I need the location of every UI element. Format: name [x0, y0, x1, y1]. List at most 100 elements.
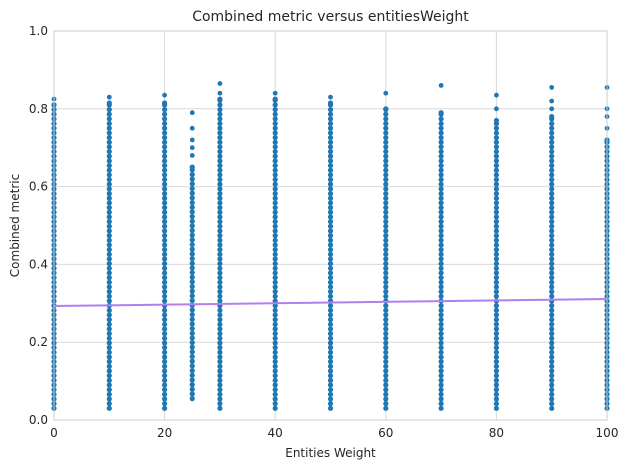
scatter-point [217, 396, 223, 402]
scatter-point [327, 270, 334, 276]
scatter-point [327, 265, 334, 271]
scatter-point [383, 176, 389, 183]
scatter-point [106, 148, 112, 155]
scatter-point [272, 354, 278, 360]
scatter-point [217, 102, 223, 108]
scatter-point [493, 354, 499, 360]
scatter-point [162, 307, 168, 313]
scatter-point [493, 209, 499, 215]
scatter-point [549, 223, 555, 229]
scatter-point [272, 125, 278, 131]
scatter-point [106, 228, 112, 234]
scatter-point [438, 270, 444, 276]
scatter-point [106, 377, 112, 383]
scatter-point [438, 172, 444, 178]
scatter-point [162, 349, 168, 355]
scatter-point [272, 368, 278, 374]
scatter-point [438, 162, 444, 169]
scatter-point [549, 191, 555, 197]
scatter-point [549, 340, 555, 346]
scatter-point [106, 391, 112, 397]
scatter-point [272, 373, 278, 379]
scatter-point [383, 359, 389, 365]
scatter-point [438, 373, 444, 379]
scatter-point [189, 311, 195, 318]
scatter-point [549, 172, 555, 178]
scatter-point [217, 298, 223, 304]
scatter-point [217, 130, 223, 136]
scatter-point [549, 256, 555, 262]
scatter-point [189, 358, 195, 364]
scatter-point [438, 340, 444, 346]
scatter-point [217, 265, 223, 271]
scatter-point [106, 261, 112, 267]
scatter-point [438, 265, 444, 271]
scatter-point [327, 391, 334, 397]
scatter-point [549, 354, 555, 360]
scatter-point [438, 83, 444, 88]
scatter-point [162, 331, 168, 337]
scatter-point [217, 116, 223, 122]
scatter-point [383, 373, 389, 379]
scatter-point [438, 120, 444, 127]
scatter-point [549, 219, 555, 225]
scatter-point [106, 242, 112, 248]
scatter-point [438, 293, 444, 299]
scatter-point [383, 219, 389, 225]
scatter-column [327, 94, 334, 411]
scatter-point [438, 167, 444, 173]
scatter-point [272, 396, 278, 402]
scatter-point [493, 377, 499, 383]
scatter-point [162, 181, 168, 187]
scatter-point [493, 331, 499, 337]
scatter-point [493, 162, 499, 169]
scatter-point [272, 181, 278, 187]
scatter-point [327, 186, 334, 192]
scatter-point [162, 158, 168, 164]
scatter-point [438, 368, 444, 374]
scatter-point [189, 190, 195, 196]
scatter-point [162, 191, 168, 197]
scatter-point [217, 368, 223, 374]
scatter-point [493, 251, 499, 257]
y-axis-label: Combined metric [8, 174, 22, 277]
scatter-point [217, 391, 223, 397]
scatter-point [438, 237, 444, 243]
scatter-point [438, 321, 444, 327]
scatter-point [327, 148, 334, 155]
scatter-point [272, 191, 278, 197]
scatter-point [383, 293, 389, 299]
scatter-point [189, 137, 195, 143]
scatter-point [106, 209, 112, 215]
scatter-point [272, 167, 278, 173]
scatter-point [106, 120, 112, 127]
scatter-point [493, 363, 499, 369]
scatter-point [217, 321, 223, 327]
scatter-point [217, 284, 223, 290]
scatter-point [438, 195, 444, 201]
scatter-point [549, 125, 555, 131]
scatter-point [162, 134, 168, 141]
scatter-point [383, 387, 389, 393]
scatter-point [162, 270, 168, 276]
scatter-point [549, 279, 555, 285]
scatter-point [217, 242, 223, 248]
scatter-point [383, 349, 389, 355]
scatter-point [217, 219, 223, 225]
scatter-point [162, 293, 168, 299]
scatter-point [189, 372, 195, 378]
scatter-point [383, 340, 389, 346]
scatter-point [493, 391, 499, 397]
scatter-point [162, 205, 168, 211]
scatter-point [106, 317, 112, 323]
scatter-point [217, 312, 223, 318]
scatter-point [438, 134, 444, 141]
scatter-point [549, 134, 555, 141]
scatter-point [549, 251, 555, 257]
scatter-column [189, 110, 195, 402]
scatter-point [106, 130, 112, 136]
scatter-point [493, 200, 499, 206]
scatter-point [327, 172, 334, 178]
scatter-point [438, 228, 444, 234]
scatter-point [189, 325, 195, 332]
